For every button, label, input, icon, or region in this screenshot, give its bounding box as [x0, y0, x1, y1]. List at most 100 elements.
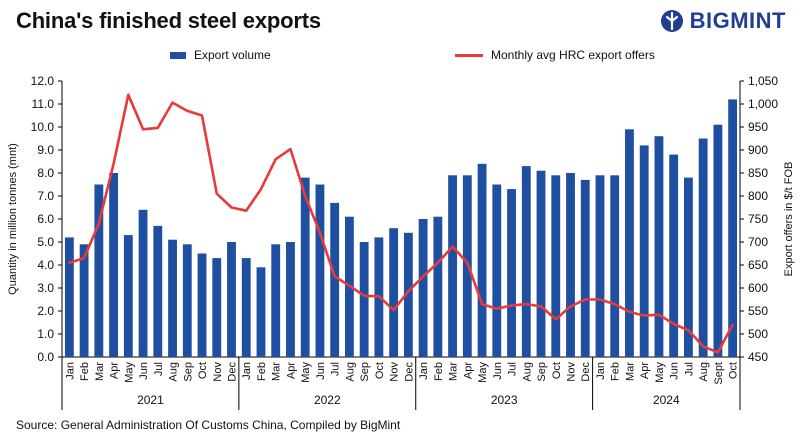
- x-tick-label: Jul: [330, 362, 342, 376]
- bar-export-volume: [521, 166, 531, 357]
- year-label: 2024: [653, 393, 680, 407]
- bar-export-volume: [683, 177, 693, 357]
- bar-export-volume: [227, 242, 236, 357]
- right-tick-label: 650: [748, 258, 768, 272]
- bar-export-volume: [94, 184, 104, 357]
- bar-export-volume: [698, 138, 708, 357]
- bar-export-volume: [477, 163, 487, 357]
- left-tick-label: 11.0: [32, 97, 55, 111]
- bar-export-volume: [566, 173, 575, 357]
- x-tick-label: Jun: [138, 362, 150, 380]
- bigmint-logo: BIGMINT: [660, 8, 786, 34]
- bar-export-volume: [64, 237, 74, 357]
- source-note: Source: General Administration Of Custom…: [16, 418, 401, 432]
- bar-export-volume: [300, 177, 310, 357]
- bigmint-logo-icon: [660, 10, 683, 32]
- bar-export-volume: [389, 228, 399, 357]
- right-tick-label: 450: [748, 350, 768, 364]
- x-tick-label: Feb: [79, 362, 91, 381]
- bar-export-volume: [610, 175, 620, 357]
- x-tick-label: Dec: [580, 362, 592, 382]
- x-tick-label: Oct: [197, 362, 209, 379]
- right-tick-label: 900: [748, 143, 768, 157]
- x-tick-label: Feb: [433, 362, 445, 381]
- x-tick-label: Oct: [551, 362, 563, 379]
- bar-export-volume: [625, 129, 634, 357]
- x-tick-label: Jul: [153, 362, 165, 376]
- bar-export-volume: [286, 242, 295, 357]
- x-tick-label: Apr: [462, 362, 474, 379]
- bar-export-volume: [536, 170, 546, 357]
- bar-export-volume: [418, 219, 428, 357]
- left-tick-label: 0.0: [37, 350, 54, 364]
- legend-item-export-volume: Export volume: [170, 48, 271, 62]
- x-tick-label: Apr: [109, 362, 121, 379]
- left-tick-label: 2.0: [37, 304, 54, 318]
- left-tick-label: 4.0: [37, 258, 54, 272]
- right-axis-title: Export offers in $/t FOB: [783, 162, 795, 277]
- x-tick-label: Nov: [389, 362, 401, 382]
- bar-export-volume: [271, 244, 281, 357]
- x-tick-label: Sep: [359, 362, 371, 382]
- bar-export-volume: [256, 267, 266, 357]
- bar-export-volume: [448, 175, 458, 357]
- x-tick-label: May: [300, 362, 312, 383]
- chart-title: China's finished steel exports: [16, 8, 321, 33]
- x-tick-label: Aug: [344, 362, 356, 382]
- x-tick-label: Sep: [182, 362, 194, 382]
- bar-export-volume: [168, 239, 177, 357]
- bigmint-logo-text: BIGMINT: [689, 8, 786, 33]
- year-label: 2021: [137, 393, 164, 407]
- bar-export-volume: [580, 179, 590, 357]
- right-tick-label: 750: [748, 212, 768, 226]
- right-tick-label: 1,000: [748, 97, 778, 111]
- x-tick-label: Apr: [285, 362, 297, 379]
- bar-export-volume: [153, 225, 163, 357]
- right-tick-label: 500: [748, 327, 768, 341]
- left-tick-label: 7.0: [37, 189, 54, 203]
- x-tick-label: Oct: [374, 362, 386, 379]
- legend-swatch-line: [455, 53, 483, 57]
- x-tick-label: May: [654, 362, 666, 383]
- bar-export-volume: [507, 189, 516, 357]
- bar-export-volume: [595, 175, 605, 357]
- x-tick-label: Jan: [595, 362, 607, 380]
- line-hrc-offers: [68, 93, 734, 354]
- x-tick-label: Mar: [94, 362, 106, 381]
- right-tick-label: 700: [748, 235, 768, 249]
- x-tick-label: Jan: [418, 362, 430, 380]
- x-tick-label: Dec: [227, 362, 239, 382]
- bar-export-volume: [433, 216, 443, 357]
- bar-export-volume: [109, 173, 119, 357]
- left-tick-label: 1.0: [37, 327, 54, 341]
- bar-export-volume: [639, 145, 649, 357]
- legend-label-export-volume: Export volume: [194, 48, 271, 62]
- bar-export-volume: [241, 258, 251, 357]
- bar-export-volume: [123, 235, 133, 357]
- bar-export-volume: [359, 242, 369, 357]
- x-tick-label: Aug: [698, 362, 710, 382]
- x-tick-label: Jun: [315, 362, 327, 380]
- bar-export-volume: [728, 99, 738, 358]
- bar-export-volume: [197, 253, 207, 357]
- bar-export-volume: [492, 184, 502, 357]
- x-tick-label: Jun: [669, 362, 681, 380]
- bar-export-volume: [654, 136, 664, 357]
- x-tick-label: Jul: [683, 362, 695, 376]
- right-tick-label: 800: [748, 189, 768, 203]
- x-tick-label: Sept: [713, 362, 725, 385]
- x-tick-label: May: [123, 362, 135, 383]
- x-tick-label: Aug: [168, 362, 180, 382]
- right-tick-label: 950: [748, 120, 768, 134]
- x-tick-label: Jul: [507, 362, 519, 376]
- x-tick-label: Dec: [403, 362, 415, 382]
- x-tick-label: Jun: [492, 362, 504, 380]
- bar-export-volume: [713, 124, 723, 357]
- legend-item-hrc-offers: Monthly avg HRC export offers: [455, 48, 655, 62]
- left-tick-label: 9.0: [37, 143, 54, 157]
- x-tick-label: Mar: [271, 362, 283, 381]
- bar-export-volume: [551, 175, 561, 357]
- x-tick-label: Aug: [521, 362, 533, 382]
- left-axis-title: Quantity in million tonnes (mnt): [7, 143, 19, 295]
- right-tick-label: 850: [748, 166, 768, 180]
